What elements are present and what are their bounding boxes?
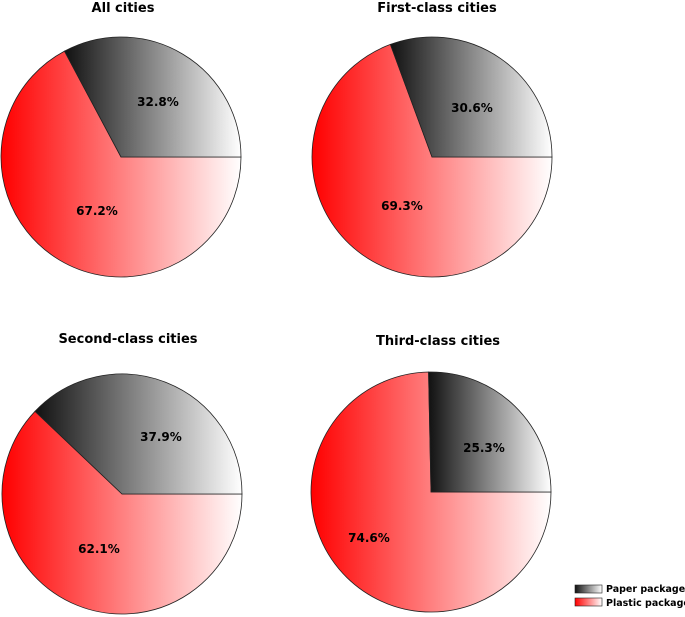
legend-swatch-plastic [574, 597, 603, 607]
slice-plastic [0, 50, 242, 278]
legend-label-plastic: Plastic package [606, 598, 685, 609]
pie-title: All cities [92, 1, 155, 16]
slice-paper [34, 373, 243, 495]
pie-title: Second-class cities [58, 332, 197, 347]
pie-second-class-cities: Second-class cities 37.9% 62.1% [1, 332, 243, 615]
slice-plastic [1, 410, 243, 615]
slice-label-plastic: 67.2% [76, 204, 118, 218]
pie-all-cities: All cities 32.8% 67.2% [0, 1, 242, 278]
slice-paper [428, 371, 552, 493]
slice-paper [389, 36, 553, 158]
slice-label-plastic: 74.6% [348, 531, 390, 545]
pie-title: Third-class cities [376, 334, 500, 349]
slice-label-paper: 37.9% [140, 430, 182, 444]
legend-label-paper: Paper package [606, 584, 685, 595]
slice-label-paper: 25.3% [463, 441, 505, 455]
slice-label-plastic: 69.3% [381, 199, 423, 213]
pie-first-class-cities: First-class cities 30.6% 69.3% [311, 1, 553, 278]
slice-label-plastic: 62.1% [78, 542, 120, 556]
slice-label-paper: 32.8% [137, 95, 179, 109]
slice-plastic [311, 43, 553, 278]
slice-paper [63, 36, 242, 158]
legend: Paper package Plastic package [574, 584, 685, 609]
pie-third-class-cities: Third-class cities 25.3% 74.6% [310, 334, 552, 613]
legend-swatch-paper [574, 584, 603, 594]
pie-title: First-class cities [377, 1, 497, 16]
slice-label-paper: 30.6% [451, 101, 493, 115]
